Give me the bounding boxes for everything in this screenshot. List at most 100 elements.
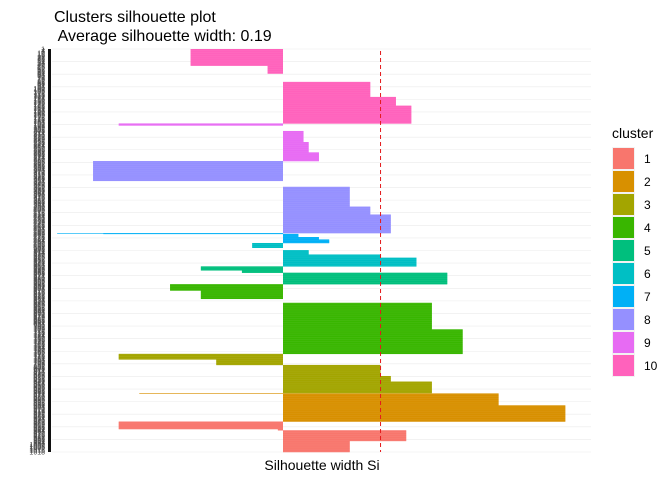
y-tick-label: 667 <box>33 310 45 317</box>
silhouette-bar-cluster-4 <box>283 340 463 342</box>
silhouette-bar-cluster-8 <box>283 198 350 199</box>
silhouette-bar-cluster-10 <box>190 59 283 61</box>
silhouette-bar-cluster-10 <box>267 70 283 72</box>
silhouette-bar-cluster-10 <box>267 67 283 68</box>
silhouette-bar-cluster-2 <box>283 415 566 416</box>
silhouette-bar-cluster-3 <box>216 363 283 364</box>
silhouette-bar-cluster-4 <box>200 294 283 296</box>
silhouette-bar-cluster-1 <box>118 423 283 425</box>
silhouette-bar-cluster-8 <box>93 161 283 163</box>
silhouette-bar-cluster-1 <box>283 449 350 450</box>
y-tick-label: 22 <box>37 55 45 62</box>
y-tick-label: 817 <box>33 370 45 377</box>
silhouette-bar-cluster-10 <box>283 91 371 93</box>
silhouette-bar-cluster-3 <box>283 379 391 380</box>
silhouette-bar-cluster-10 <box>283 118 412 120</box>
y-tick-label: 178 <box>33 117 45 124</box>
silhouette-bar-cluster-4 <box>283 338 463 340</box>
y-tick-label: 907 <box>33 405 45 412</box>
y-tick-label: 565 <box>33 270 45 277</box>
legend-swatch <box>613 263 634 284</box>
y-tick-label: 778 <box>33 354 45 361</box>
silhouette-bar-cluster-5 <box>283 274 448 275</box>
silhouette-bar-cluster-3 <box>216 359 283 361</box>
silhouette-bar-cluster-4 <box>283 353 463 354</box>
y-tick-label: 577 <box>33 275 45 282</box>
silhouette-bar-cluster-8 <box>93 169 283 171</box>
silhouette-bar-cluster-3 <box>283 383 432 385</box>
y-tick-label: 64 <box>37 72 45 79</box>
silhouette-bar-cluster-5 <box>283 283 448 285</box>
legend-label: 4 <box>644 221 651 235</box>
y-tick-label: 334 <box>33 179 45 186</box>
y-tick-label: 46 <box>37 65 45 72</box>
y-tick-label: 409 <box>33 208 45 215</box>
silhouette-bar-cluster-7 <box>283 238 319 240</box>
y-tick-label: 307 <box>33 168 45 175</box>
silhouette-bar-cluster-3 <box>118 357 283 359</box>
silhouette-bar-cluster-4 <box>283 339 463 341</box>
y-tick-label: 652 <box>33 304 45 311</box>
silhouette-bar-cluster-8 <box>93 174 283 175</box>
y-tick-label: 127 <box>33 97 45 104</box>
silhouette-bar-cluster-3 <box>216 360 283 362</box>
silhouette-bar-cluster-8 <box>283 187 350 188</box>
silhouette-bar-cluster-8 <box>283 190 350 192</box>
silhouette-bar-cluster-8 <box>283 201 350 203</box>
y-tick-label: 796 <box>33 361 45 368</box>
y-tick-label: 586 <box>33 278 45 285</box>
silhouette-bar-cluster-4 <box>170 288 283 290</box>
silhouette-bar-cluster-10 <box>283 82 371 84</box>
legend-label: 8 <box>644 313 651 327</box>
y-tick-label: 922 <box>33 411 45 418</box>
silhouette-bar-cluster-2 <box>283 412 566 414</box>
silhouette-bar-cluster-6 <box>252 244 283 246</box>
y-tick-label: 718 <box>33 331 45 338</box>
silhouette-bar-cluster-8 <box>283 195 350 196</box>
silhouette-bar-cluster-10 <box>190 52 283 54</box>
silhouette-bar-cluster-1 <box>283 440 407 441</box>
y-tick-label: 547 <box>33 263 45 270</box>
y-tick-label: 967 <box>33 429 45 436</box>
silhouette-bar-cluster-9 <box>283 140 304 141</box>
silhouette-bar-cluster-8 <box>283 230 391 232</box>
silhouette-bar-cluster-10 <box>283 105 412 107</box>
y-tick-label: 40 <box>37 62 45 69</box>
silhouette-bar-cluster-4 <box>283 313 432 315</box>
silhouette-bar-cluster-3 <box>118 355 283 356</box>
silhouette-bar-cluster-4 <box>283 305 432 307</box>
y-tick-label: 925 <box>33 412 45 419</box>
silhouette-bar-cluster-4 <box>283 333 463 334</box>
y-tick-label: 772 <box>33 352 45 359</box>
y-tick-label: 376 <box>33 195 45 202</box>
silhouette-bar-cluster-8 <box>283 218 391 220</box>
silhouette-bar-cluster-1 <box>277 429 283 431</box>
silhouette-bar-cluster-9 <box>283 133 304 135</box>
silhouette-bar-cluster-4 <box>283 347 463 349</box>
silhouette-bar-cluster-3 <box>283 386 432 388</box>
y-tick-label: 742 <box>33 340 45 347</box>
y-tick-label: 235 <box>33 139 45 146</box>
silhouette-bar-cluster-10 <box>190 55 283 57</box>
silhouette-bar-cluster-8 <box>93 176 283 178</box>
y-tick-label: 877 <box>33 393 45 400</box>
silhouette-bar-cluster-4 <box>283 313 432 315</box>
silhouette-bar-cluster-6 <box>252 246 283 247</box>
silhouette-bar-cluster-1 <box>283 447 350 449</box>
y-tick-label: 415 <box>33 211 45 218</box>
silhouette-bar-cluster-10 <box>267 69 283 71</box>
silhouette-bar-cluster-3 <box>283 370 381 372</box>
silhouette-bar-cluster-1 <box>283 435 407 437</box>
y-tick-label: 253 <box>33 146 45 153</box>
y-tick-label: 331 <box>33 177 45 184</box>
silhouette-bar-cluster-4 <box>283 326 432 328</box>
silhouette-bar-cluster-2 <box>283 403 499 405</box>
silhouette-bar-cluster-8 <box>283 209 371 210</box>
y-tick-label: 769 <box>33 351 45 358</box>
silhouette-bar-cluster-10 <box>283 86 371 87</box>
y-tick-label: 502 <box>33 245 45 252</box>
silhouette-bar-cluster-10 <box>190 49 283 51</box>
silhouette-bar-cluster-2 <box>283 413 566 415</box>
silhouette-bar-cluster-2 <box>283 412 566 413</box>
